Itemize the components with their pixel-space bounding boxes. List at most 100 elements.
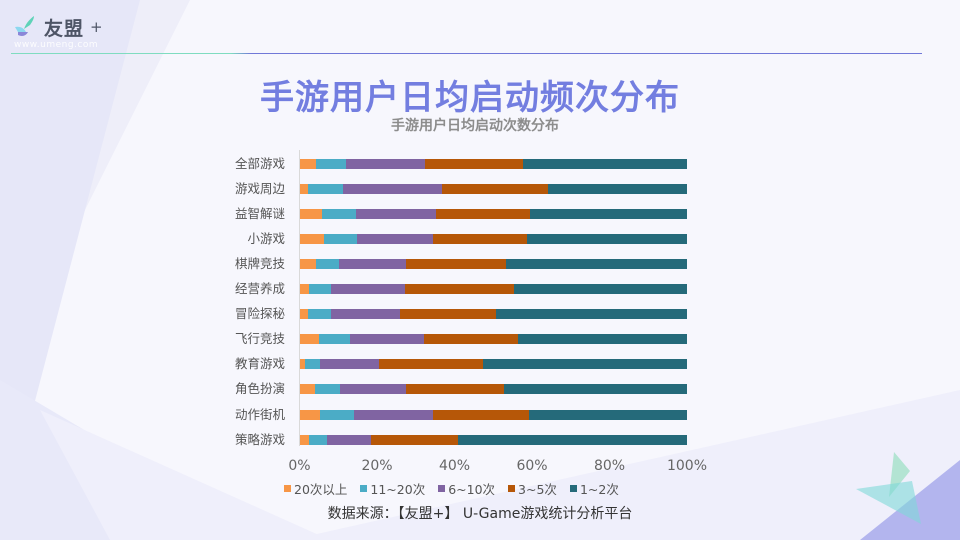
bar-segment xyxy=(371,434,458,445)
legend-item: 1~2次 xyxy=(569,479,619,498)
data-source: 数据来源：【友盟+】 U-Game游戏统计分析平台 xyxy=(327,506,633,522)
category-label: 棋牌竞技 xyxy=(234,255,285,271)
bar-segment xyxy=(299,359,305,370)
bar-segment xyxy=(526,233,687,244)
legend-swatch-icon xyxy=(508,485,516,492)
bar-row xyxy=(299,434,688,445)
bar-segment xyxy=(528,409,687,420)
bar-segment xyxy=(304,359,321,370)
legend-label: 11~20次 xyxy=(370,482,426,497)
category-label: 游戏周边 xyxy=(234,180,285,196)
bar-segment xyxy=(530,208,687,219)
header-divider xyxy=(11,53,922,54)
bar-segment xyxy=(483,359,687,370)
bar-row xyxy=(299,334,688,345)
legend-swatch-icon xyxy=(438,485,446,492)
bar-segment xyxy=(423,334,519,345)
category-label: 角色扮演 xyxy=(234,381,285,397)
bar-row xyxy=(299,208,688,219)
bar-segment xyxy=(299,208,322,219)
bar-segment xyxy=(504,384,687,395)
bar-segment xyxy=(299,158,317,169)
bar-segment xyxy=(318,334,350,345)
bar-segment xyxy=(356,208,436,219)
bar-segment xyxy=(315,384,341,395)
bar-segment xyxy=(316,258,340,269)
bar-segment xyxy=(299,434,310,445)
bar-segment xyxy=(378,359,484,370)
bar-row xyxy=(299,183,688,194)
category-label: 小游戏 xyxy=(247,230,285,246)
chart-legend: 20次以上 11~20次 6~10次 3~5次 1~2次 xyxy=(284,479,632,498)
bar-segment xyxy=(339,258,407,269)
bar-segment xyxy=(435,208,531,219)
legend-item: 20次以上 xyxy=(284,479,347,498)
bar-row xyxy=(299,158,688,169)
category-label: 动作街机 xyxy=(234,406,285,422)
bar-segment xyxy=(547,183,687,194)
bar-segment xyxy=(299,284,310,294)
bar-segment xyxy=(345,158,426,169)
bar-segment xyxy=(433,409,529,420)
umeng-bird-icon xyxy=(15,16,34,36)
bar-segment xyxy=(523,158,687,169)
bar-segment xyxy=(342,183,443,194)
bar-segment xyxy=(457,434,687,445)
bar-segment xyxy=(404,284,515,294)
bar-segment xyxy=(299,183,309,194)
bar-segment xyxy=(506,258,687,269)
bar-segment xyxy=(406,384,505,395)
bar-segment xyxy=(495,309,687,320)
bar-row xyxy=(299,309,688,320)
bar-row xyxy=(299,233,688,244)
bar-segment xyxy=(320,359,379,370)
bar-segment xyxy=(299,233,324,244)
bar-segment xyxy=(299,409,321,420)
logo-plus: + xyxy=(90,18,103,36)
bar-segment xyxy=(327,434,372,445)
bar-segment xyxy=(321,208,357,219)
category-label: 冒险探秘 xyxy=(234,306,285,322)
bar-segment xyxy=(299,384,315,395)
legend-item: 6~10次 xyxy=(438,479,495,498)
bar-segment xyxy=(323,233,357,244)
bar-segment xyxy=(330,309,400,320)
bar-segment xyxy=(299,258,317,269)
x-axis-tick: 20% xyxy=(361,458,393,474)
legend-item: 3~5次 xyxy=(508,479,557,498)
bar-row xyxy=(299,409,688,420)
bar-row xyxy=(299,384,688,395)
legend-swatch-icon xyxy=(360,485,368,492)
legend-item: 11~20次 xyxy=(360,479,425,498)
legend-swatch-icon xyxy=(569,485,577,492)
logo-text: 友盟 xyxy=(44,17,85,40)
x-axis-tick: 60% xyxy=(516,458,548,474)
bar-segment xyxy=(320,409,355,420)
x-axis-tick: 0% xyxy=(288,458,311,474)
bar-segment xyxy=(356,233,434,244)
bar-segment xyxy=(299,334,319,345)
logo: 友盟 + xyxy=(12,12,103,42)
bar-segment xyxy=(433,233,527,244)
bar-segment xyxy=(309,284,331,294)
bar-segment xyxy=(406,258,507,269)
chart-title: 手游用户日均启动次数分布 xyxy=(391,118,559,134)
category-label: 全部游戏 xyxy=(234,155,285,171)
legend-label: 1~2次 xyxy=(579,482,619,497)
bar-segment xyxy=(309,434,327,445)
legend-label: 3~5次 xyxy=(518,482,557,497)
category-label: 飞行竞技 xyxy=(234,331,285,347)
bar-segment xyxy=(514,284,687,294)
category-label: 策略游戏 xyxy=(234,431,285,447)
legend-label: 6~10次 xyxy=(448,482,496,497)
logo-url: www.umeng.com xyxy=(14,40,99,50)
bar-segment xyxy=(442,183,548,194)
page-title: 手游用户日均启动频次分布 xyxy=(260,78,680,118)
bar-segment xyxy=(308,183,343,194)
bar-segment xyxy=(425,158,524,169)
bar-segment xyxy=(340,384,407,395)
x-axis-tick: 100% xyxy=(666,458,708,474)
bar-segment xyxy=(518,334,687,345)
bar-segment xyxy=(316,158,346,169)
